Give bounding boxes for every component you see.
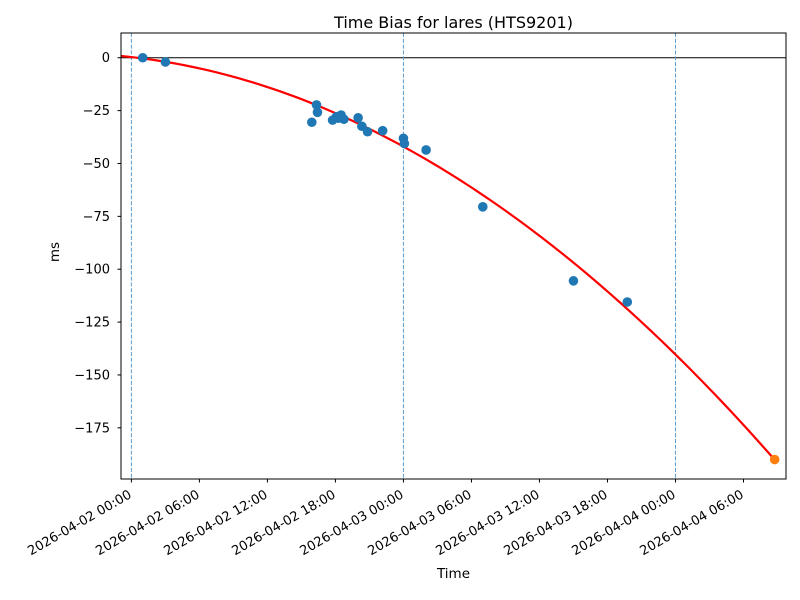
- data-point: [568, 276, 579, 286]
- data-point: [421, 145, 431, 155]
- data-point: [339, 114, 349, 125]
- data-point: [307, 117, 317, 128]
- data-point: [160, 57, 171, 67]
- data-point: [137, 52, 148, 63]
- data-point: [311, 100, 322, 110]
- y-axis-label: ms: [47, 241, 63, 263]
- x-axis-label: Time: [436, 566, 471, 582]
- data-point: [477, 202, 488, 212]
- data-point: [362, 126, 373, 137]
- data-point: [399, 138, 410, 149]
- chart-title: Time Bias for lares (HTS9201): [334, 13, 573, 32]
- data-point: [353, 113, 363, 123]
- data-point: [769, 454, 780, 465]
- y-tick-label: −50: [83, 157, 110, 172]
- axes-frame: [120, 32, 787, 480]
- y-tick-label: −100: [74, 263, 110, 278]
- y-tick-label: −150: [74, 368, 110, 383]
- y-tick-label: −25: [83, 104, 110, 119]
- fit-curve: [120, 54, 776, 461]
- data-point: [622, 297, 633, 307]
- data-point: [312, 107, 323, 118]
- y-tick-label: −175: [74, 421, 110, 436]
- y-tick-label: −125: [74, 316, 110, 331]
- y-tick-label: 0: [102, 51, 110, 66]
- data-point: [377, 125, 388, 136]
- y-tick-label: −75: [83, 210, 110, 225]
